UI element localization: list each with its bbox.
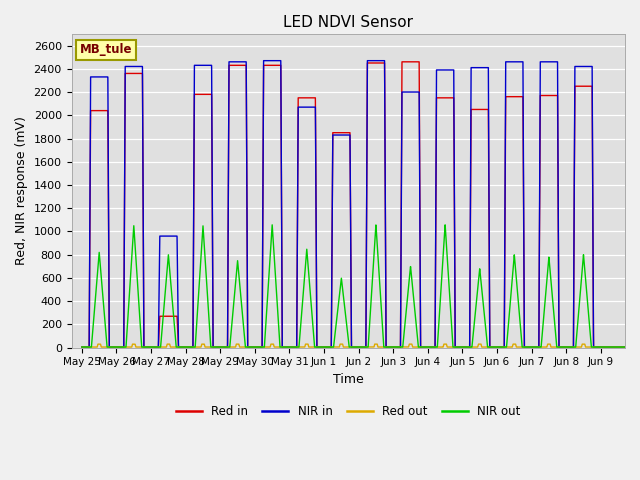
Red out: [632, 344, 639, 350]
NIR in: [260, 58, 268, 63]
NIR out: [430, 344, 438, 350]
NIR out: [106, 344, 113, 350]
NIR out: [488, 344, 496, 350]
Red in: [430, 344, 438, 350]
NIR out: [78, 344, 86, 350]
Red in: [406, 59, 413, 65]
Red in: [518, 94, 525, 99]
NIR in: [106, 344, 113, 350]
NIR in: [632, 344, 639, 350]
NIR in: [518, 59, 525, 65]
Line: NIR out: NIR out: [82, 225, 636, 347]
NIR in: [78, 344, 86, 350]
NIR in: [488, 344, 496, 350]
Red in: [278, 344, 286, 350]
NIR in: [278, 344, 286, 350]
Red in: [78, 344, 86, 350]
NIR out: [406, 275, 413, 280]
NIR out: [518, 341, 525, 347]
NIR out: [268, 222, 276, 228]
Red out: [406, 341, 413, 347]
Red out: [518, 344, 525, 350]
Line: Red out: Red out: [82, 344, 636, 347]
Red out: [278, 344, 286, 350]
Red out: [488, 344, 496, 350]
Red out: [430, 344, 438, 350]
Red in: [632, 344, 639, 350]
Red in: [398, 59, 406, 65]
X-axis label: Time: Time: [333, 373, 364, 386]
Red in: [106, 344, 113, 350]
Line: NIR in: NIR in: [82, 60, 636, 347]
Title: LED NDVI Sensor: LED NDVI Sensor: [284, 15, 413, 30]
Red out: [78, 344, 86, 350]
NIR out: [632, 344, 639, 350]
Red out: [94, 341, 102, 347]
Red out: [106, 344, 114, 350]
Legend: Red in, NIR in, Red out, NIR out: Red in, NIR in, Red out, NIR out: [171, 401, 525, 423]
Red in: [488, 344, 496, 350]
NIR in: [430, 344, 438, 350]
NIR out: [278, 344, 286, 350]
Y-axis label: Red, NIR response (mV): Red, NIR response (mV): [15, 116, 28, 265]
Line: Red in: Red in: [82, 62, 636, 347]
NIR in: [406, 89, 413, 95]
Text: MB_tule: MB_tule: [80, 43, 132, 56]
